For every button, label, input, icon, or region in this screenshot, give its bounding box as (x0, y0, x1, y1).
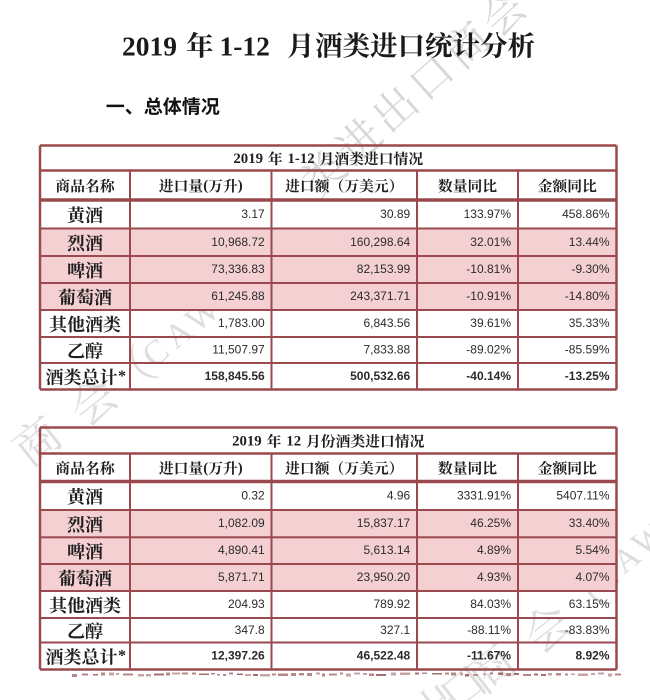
svg-text:46,522.48: 46,522.48 (357, 649, 411, 663)
svg-text:84.03%: 84.03% (470, 597, 511, 611)
svg-text:-9.30%: -9.30% (571, 262, 609, 276)
svg-text:5.54%: 5.54% (575, 543, 609, 557)
svg-text:500,532.66: 500,532.66 (350, 369, 410, 383)
svg-text:4,890.41: 4,890.41 (218, 543, 265, 557)
svg-text:789.92: 789.92 (373, 597, 410, 611)
svg-text:-13.25%: -13.25% (565, 369, 610, 383)
svg-text:4.89%: 4.89% (477, 543, 511, 557)
svg-text:1,783.00: 1,783.00 (218, 316, 265, 330)
svg-text:(: ( (203, 178, 208, 194)
svg-text:10,968.72: 10,968.72 (211, 235, 265, 249)
svg-text:-11.67%: -11.67% (467, 649, 511, 663)
svg-text:0.32: 0.32 (241, 488, 265, 502)
svg-text:23,950.20: 23,950.20 (357, 570, 411, 584)
svg-text:4.93%: 4.93% (477, 570, 511, 584)
svg-text:158,845.56: 158,845.56 (205, 369, 265, 383)
svg-text:82,153.99: 82,153.99 (357, 262, 411, 276)
svg-text:32.01%: 32.01% (470, 235, 511, 249)
svg-text:-10.81%: -10.81% (466, 262, 511, 276)
svg-text:4.07%: 4.07% (575, 570, 609, 584)
svg-text:5,613.14: 5,613.14 (363, 543, 410, 557)
svg-text:3331.91%: 3331.91% (457, 488, 511, 502)
svg-text:12,397.26: 12,397.26 (211, 649, 265, 663)
svg-text:-40.14%: -40.14% (466, 369, 511, 383)
svg-text:(: ( (203, 460, 208, 476)
svg-text:30.89: 30.89 (380, 207, 410, 221)
svg-text:11,507.97: 11,507.97 (212, 343, 265, 357)
svg-text:-83.83%: -83.83% (565, 623, 610, 637)
svg-text:46.25%: 46.25% (470, 516, 511, 530)
svg-text:458.86%: 458.86% (562, 207, 610, 221)
svg-text:*: * (118, 368, 126, 385)
svg-text:15,837.17: 15,837.17 (357, 516, 411, 530)
svg-text:-89.02%: -89.02% (466, 343, 511, 357)
svg-text:13.44%: 13.44% (569, 235, 610, 249)
svg-text:2019: 2019 (122, 31, 177, 62)
svg-text:347.8: 347.8 (235, 623, 265, 637)
svg-text:*: * (118, 648, 126, 665)
svg-text:35.33%: 35.33% (569, 316, 610, 330)
svg-text:5,871.71: 5,871.71 (218, 570, 265, 584)
svg-text:12: 12 (286, 433, 301, 449)
svg-text:327.1: 327.1 (380, 623, 410, 637)
svg-text:61,245.88: 61,245.88 (211, 289, 265, 303)
svg-text:5407.11%: 5407.11% (556, 488, 609, 502)
svg-text:-88.11%: -88.11% (467, 623, 511, 637)
svg-text:6,843.56: 6,843.56 (363, 316, 410, 330)
svg-text:-14.80%: -14.80% (565, 289, 610, 303)
svg-text:160,298.64: 160,298.64 (350, 235, 410, 249)
svg-text:3.17: 3.17 (241, 207, 265, 221)
svg-text:2019: 2019 (233, 151, 263, 167)
svg-text:63.15%: 63.15% (569, 597, 610, 611)
svg-text:-10.91%: -10.91% (466, 289, 511, 303)
svg-text:-85.59%: -85.59% (565, 343, 610, 357)
svg-text:2019: 2019 (232, 433, 262, 449)
svg-text:8.92%: 8.92% (575, 649, 609, 663)
svg-text:1-12: 1-12 (288, 151, 315, 167)
svg-text:243,371.71: 243,371.71 (350, 289, 410, 303)
svg-text:1-12: 1-12 (220, 31, 270, 62)
svg-text:73,336.83: 73,336.83 (211, 262, 265, 276)
svg-text:): ) (238, 460, 243, 476)
svg-text:1,082.09: 1,082.09 (218, 516, 265, 530)
svg-text:33.40%: 33.40% (569, 516, 610, 530)
svg-text:204.93: 204.93 (228, 597, 265, 611)
svg-text:39.61%: 39.61% (470, 316, 511, 330)
svg-text:4.96: 4.96 (387, 488, 411, 502)
svg-text:): ) (238, 178, 243, 194)
svg-text:133.97%: 133.97% (464, 207, 512, 221)
svg-text:7,833.88: 7,833.88 (363, 343, 410, 357)
